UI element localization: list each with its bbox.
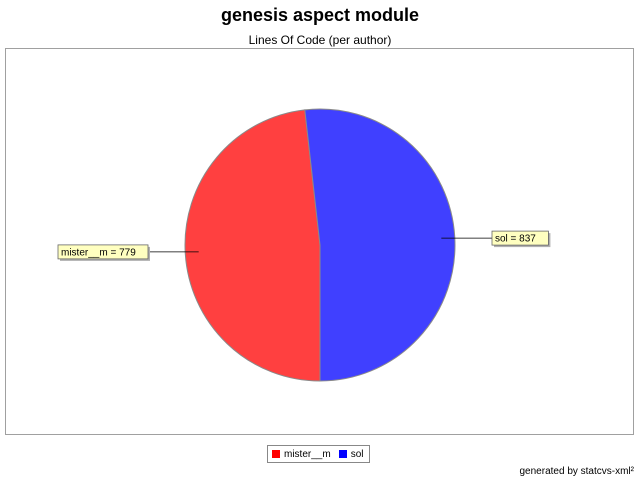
footer-credit: generated by statcvs-xml² [519, 466, 635, 477]
chart-title: genesis aspect module [220, 5, 420, 25]
label-box-sol [491, 230, 549, 246]
legend-swatch-mister-m [272, 450, 280, 458]
legend-label-mister-m: mister__m [284, 448, 331, 460]
legend-item-mister-m: mister__m [272, 449, 331, 460]
label-box-mister-m [57, 244, 149, 260]
pie-slice-sol [304, 108, 456, 382]
data-label-sol: sol = 837 [495, 234, 536, 245]
legend-swatch-sol [338, 450, 347, 458]
data-label-mister-m: mister__m = 779 [61, 247, 136, 258]
legend-item-sol: sol [338, 448, 364, 460]
pie-slice-mister-m [184, 109, 321, 382]
chart-legend: mister__m sol [267, 445, 371, 463]
legend-label-sol: sol [350, 448, 364, 460]
chart-subtitle: Lines Of Code (per author) [248, 33, 392, 47]
